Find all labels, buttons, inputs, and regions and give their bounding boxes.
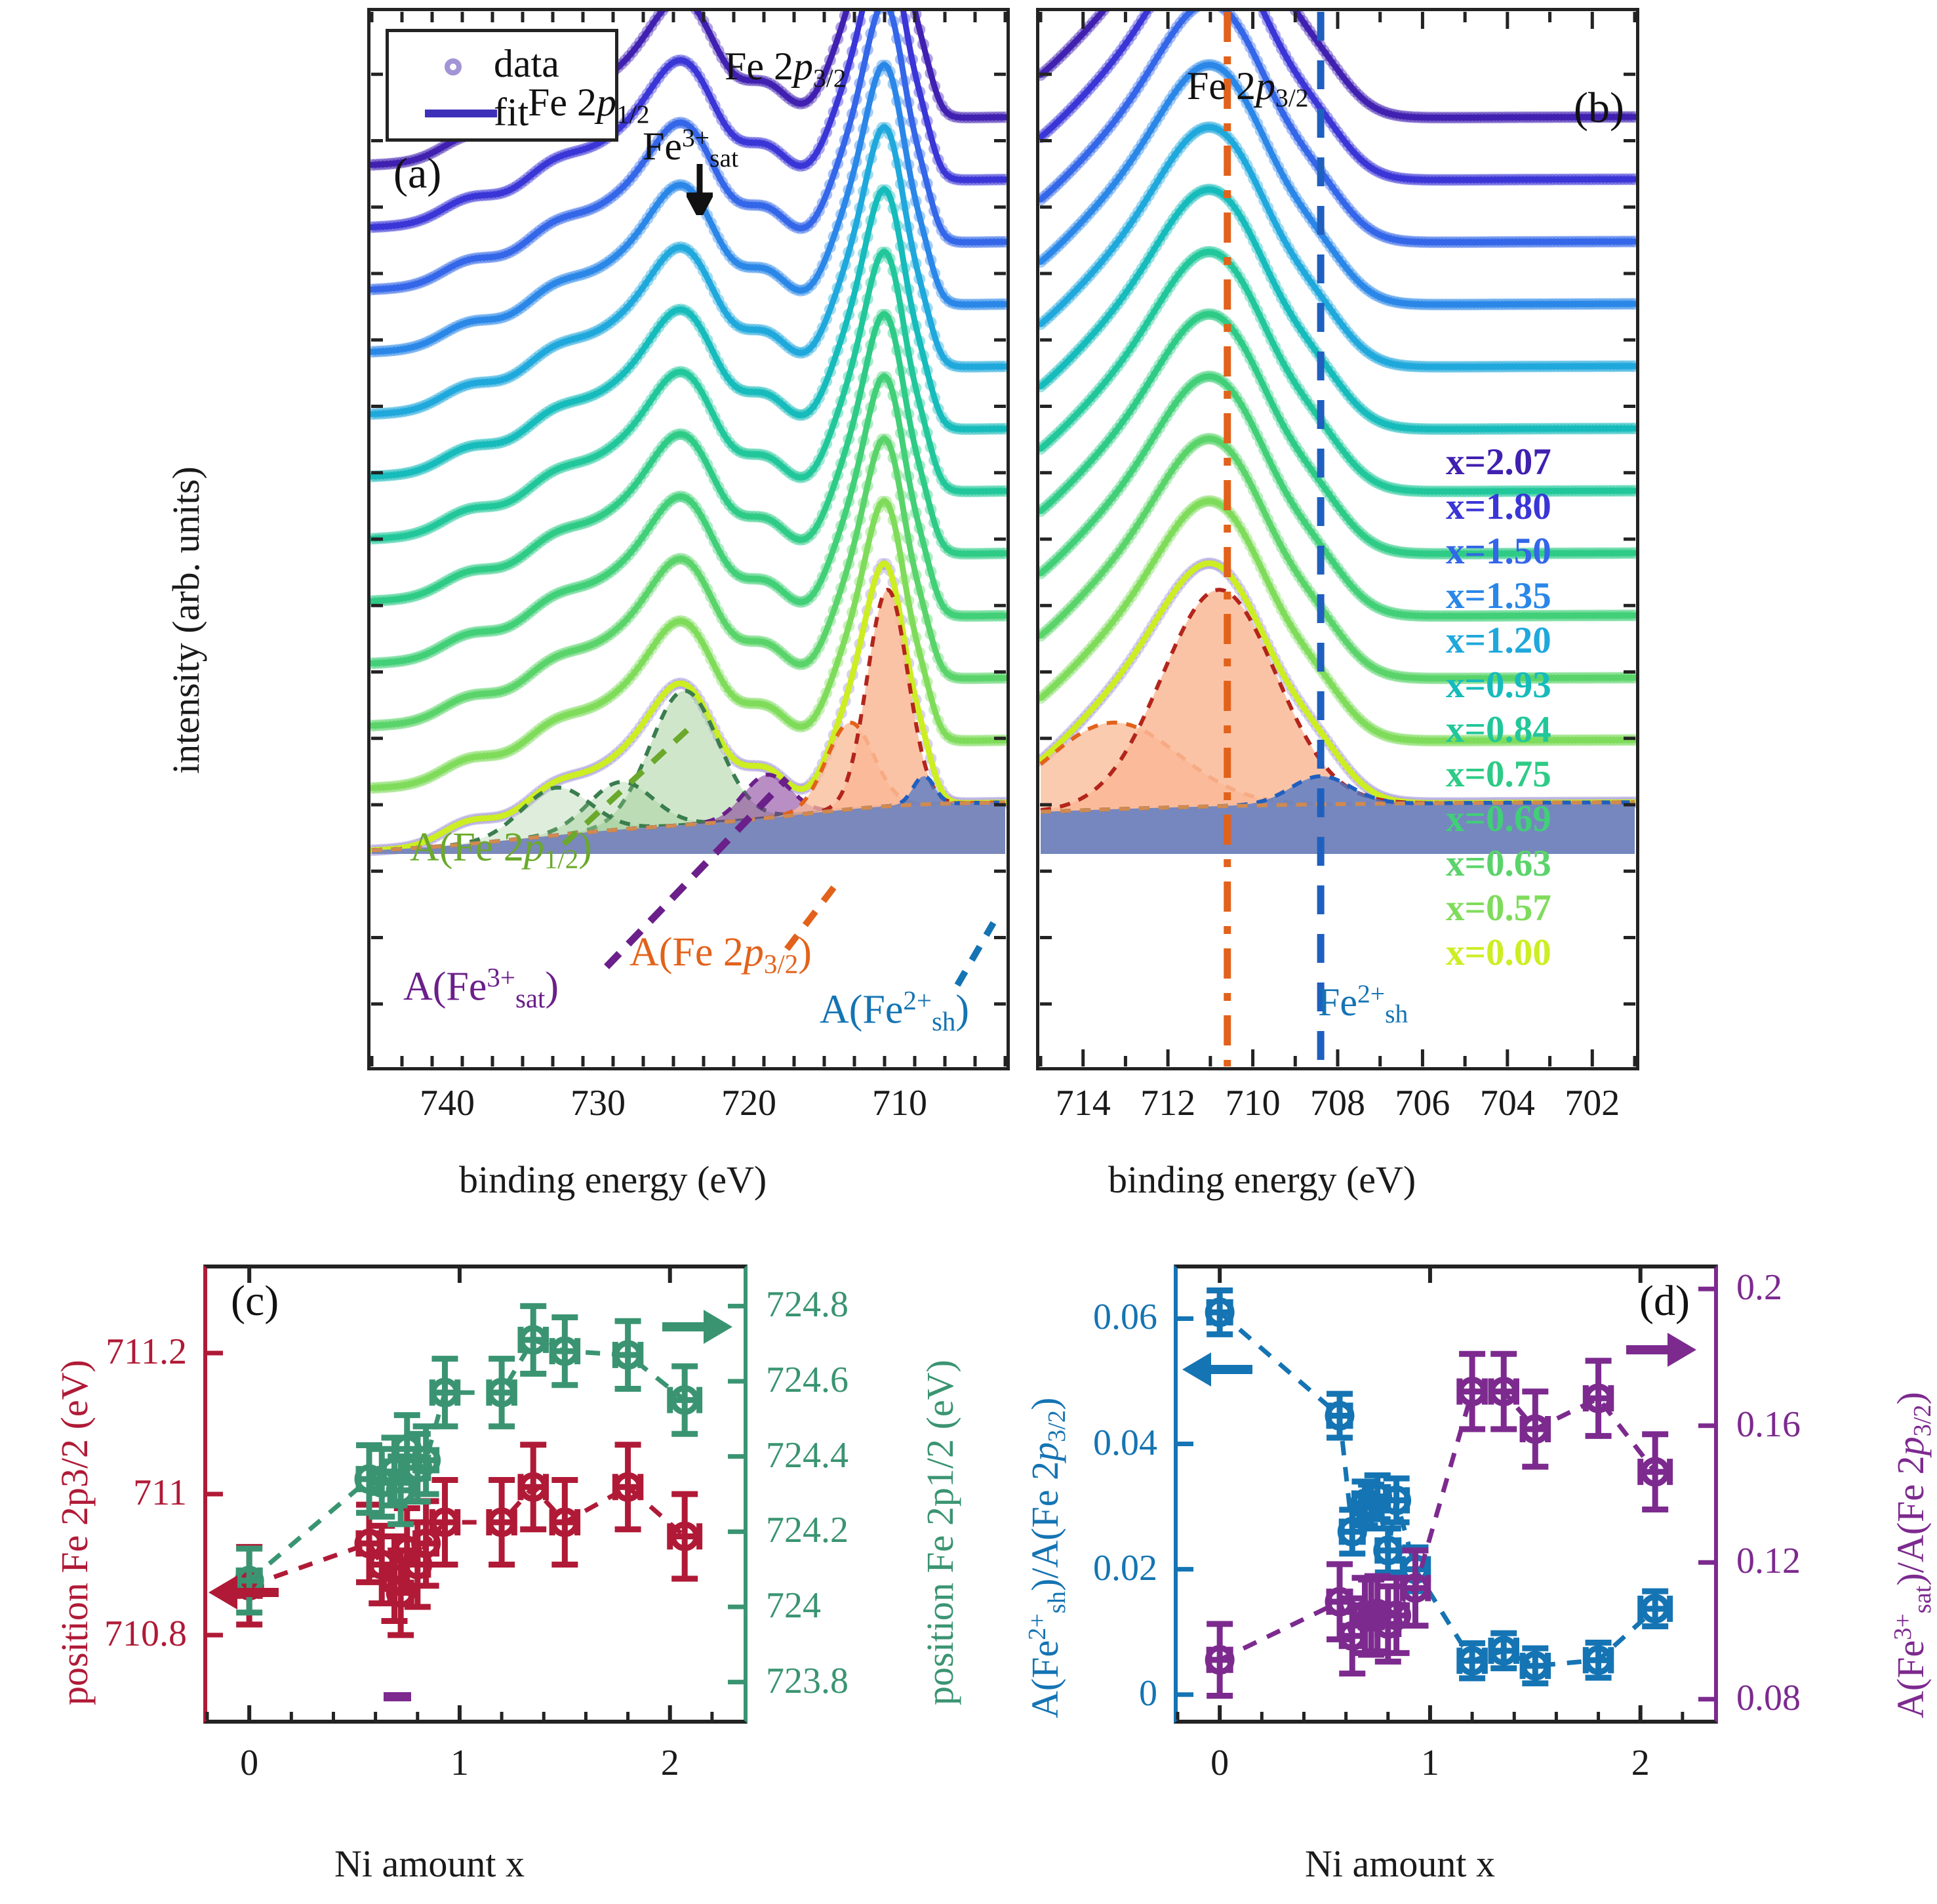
panel-c-stray-marker xyxy=(384,1692,411,1701)
panel-c-ylabel-right: position Fe 2p1/2 (eV) xyxy=(919,1360,961,1705)
peak-label-fe3-sat: Fe3+sat xyxy=(643,123,739,172)
peak-label-fe2p32: Fe 2p3/2 xyxy=(725,45,847,93)
fe3-sat-arrow-icon xyxy=(687,164,713,215)
panel-b-xtick: 704 xyxy=(1479,1083,1535,1124)
component-label-fe2p32: A(Fe 2p3/2) xyxy=(629,930,812,979)
panel-a-xtick: 740 xyxy=(420,1083,475,1124)
panel-a-xtick: 710 xyxy=(872,1083,927,1124)
panel-a: data fit (a) Fe 2p3/2 Fe 2p1/2 Fe3+sat A… xyxy=(367,8,1010,1070)
panel-b-series-label: x=1.35 xyxy=(1446,575,1551,617)
panel-d-xtick: 1 xyxy=(1420,1743,1439,1783)
panel-b-frame xyxy=(1036,8,1639,1070)
panel-b-xtick: 708 xyxy=(1310,1083,1365,1124)
panel-b-plot xyxy=(1039,11,1637,1066)
panel-c-ytick-right: 724 xyxy=(766,1585,821,1626)
panel-d: (d) xyxy=(1174,1265,1718,1724)
panel-d-plot xyxy=(1176,1268,1714,1720)
panel-a-frame xyxy=(367,8,1010,1070)
panel-d-ytick-right: 0.12 xyxy=(1736,1541,1801,1582)
panel-c-ytick-left: 711 xyxy=(133,1472,187,1513)
panel-d-ytick-right: 0.08 xyxy=(1736,1677,1801,1718)
panel-b: (b) Fe 2p3/2 Fe2+sh x=2.07 x=1.80 x=1.50 x=… xyxy=(1036,8,1639,1070)
panel-b-xtick: 706 xyxy=(1395,1083,1450,1124)
panel-d-xtick: 2 xyxy=(1631,1743,1650,1783)
panel-d-ylabel-right: A(Fe3+sat)/A(Fe 2p3/2) xyxy=(1889,1392,1936,1718)
panel-b-xtick: 710 xyxy=(1225,1083,1281,1124)
panel-d-ytick-left: 0 xyxy=(1139,1672,1157,1714)
panel-d-ytick-left: 0.04 xyxy=(1093,1422,1157,1463)
panel-d-ytick-right: 0.16 xyxy=(1736,1404,1801,1445)
panel-b-xtick: 702 xyxy=(1565,1083,1620,1124)
panel-a-xtick: 720 xyxy=(721,1083,776,1124)
panel-b-series-label: x=0.84 xyxy=(1446,709,1551,750)
legend-data-marker xyxy=(445,58,462,75)
panel-d-ytick-left: 0.06 xyxy=(1093,1297,1157,1338)
panel-b-series-label: x=0.75 xyxy=(1446,754,1551,795)
panel-c: (c) xyxy=(203,1265,748,1724)
panel-a-xlabel: binding energy (eV) xyxy=(459,1158,767,1201)
panel-a-leaders xyxy=(561,720,997,987)
panel-c-ytick-left: 710.8 xyxy=(104,1613,187,1654)
panel-b-peak-label: Fe 2p3/2 xyxy=(1187,64,1309,113)
panel-c-plot xyxy=(205,1268,744,1720)
panel-a-xtick: 730 xyxy=(570,1083,626,1124)
panel-d-xlabel: Ni amount x xyxy=(1305,1842,1495,1885)
panel-c-xtick: 0 xyxy=(240,1743,259,1783)
panel-b-series-label: x=1.80 xyxy=(1446,486,1551,527)
panel-a-plot xyxy=(370,11,1007,1066)
panel-c-ytick-right: 723.8 xyxy=(766,1660,849,1701)
component-label-fe2p12: A(Fe 2p1/2) xyxy=(410,825,592,874)
panel-c-ytick-right: 724.6 xyxy=(766,1360,849,1400)
panel-b-shoulder-label: Fe2+sh xyxy=(1318,979,1408,1028)
panel-b-xtick: 714 xyxy=(1055,1083,1111,1124)
panel-b-tag: (b) xyxy=(1574,84,1624,132)
panel-c-ytick-right: 724.2 xyxy=(766,1510,849,1551)
panel-c-ytick-left: 711.2 xyxy=(106,1331,187,1372)
legend-data-label: data xyxy=(494,42,559,85)
panel-b-series-label: x=1.20 xyxy=(1446,620,1551,661)
legend-fit-marker xyxy=(425,110,497,117)
panel-b-series-label: x=0.57 xyxy=(1446,887,1551,929)
panel-b-xlabel: binding energy (eV) xyxy=(1108,1158,1416,1201)
panel-c-tag: (c) xyxy=(231,1277,279,1325)
panel-c-ytick-right: 724.4 xyxy=(766,1434,849,1476)
panel-c-xlabel: Ni amount x xyxy=(334,1842,525,1885)
panel-b-series-label: x=0.00 xyxy=(1446,932,1551,973)
component-label-fe2-sh: A(Fe2+sh) xyxy=(820,986,969,1036)
panel-a-tag: (a) xyxy=(393,150,442,197)
panel-d-ytick-left: 0.02 xyxy=(1093,1547,1157,1589)
legend-fit-label: fit xyxy=(494,91,529,134)
panel-b-series-label: x=2.07 xyxy=(1446,441,1551,483)
panel-c-frame xyxy=(203,1265,748,1724)
panel-c-ytick-right: 724.8 xyxy=(766,1284,849,1326)
panel-b-series-label: x=0.93 xyxy=(1446,664,1551,706)
component-label-fe3-sat: A(Fe3+sat) xyxy=(403,963,559,1013)
panel-a-ylabel: intensity (arb. units) xyxy=(165,466,207,774)
panel-a-legend: data fit xyxy=(386,29,618,142)
panel-b-xtick: 712 xyxy=(1140,1083,1196,1124)
panel-b-series-label: x=0.69 xyxy=(1446,798,1551,840)
panel-c-xtick: 2 xyxy=(660,1743,679,1783)
panel-d-tag: (d) xyxy=(1639,1277,1690,1325)
panel-b-series-label: x=0.63 xyxy=(1446,843,1551,884)
panel-b-series-label: x=1.50 xyxy=(1446,531,1551,572)
panel-d-ytick-right: 0.2 xyxy=(1736,1267,1782,1308)
panel-d-xtick: 0 xyxy=(1210,1743,1229,1783)
peak-label-fe2p12: Fe 2p1/2 xyxy=(528,81,650,129)
panel-c-xtick: 1 xyxy=(450,1743,469,1783)
panel-d-frame xyxy=(1174,1265,1718,1724)
